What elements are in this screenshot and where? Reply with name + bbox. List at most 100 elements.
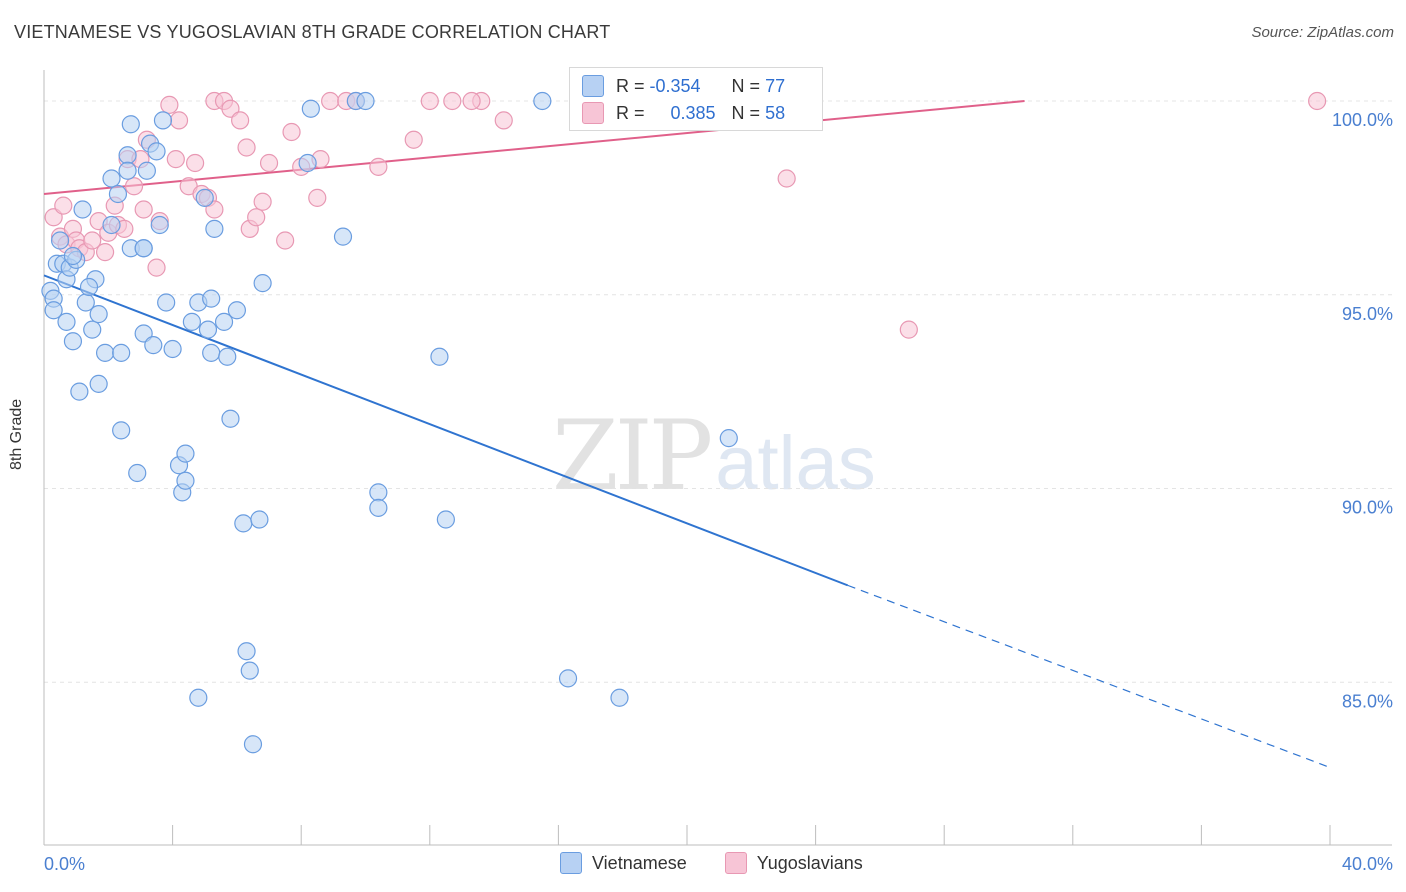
stats-swatch-vietnamese — [582, 75, 604, 97]
point-vietnamese — [128, 463, 147, 483]
watermark: ZIPatlas — [552, 400, 876, 512]
point-vietnamese — [63, 332, 83, 351]
y-tick-label: 85.0% — [1342, 691, 1393, 711]
point-vietnamese — [134, 324, 153, 343]
point-yugoslavians — [420, 91, 439, 111]
point-yugoslavians — [169, 111, 189, 130]
point-vietnamese — [333, 227, 353, 246]
point-vietnamese — [134, 239, 153, 258]
watermark-zip: ZIP — [552, 400, 713, 512]
point-vietnamese — [202, 343, 221, 362]
point-vietnamese — [227, 301, 246, 320]
stats-r-label: R = — [616, 102, 645, 123]
point-vietnamese — [610, 688, 629, 707]
point-yugoslavians — [54, 196, 73, 215]
trend-lines — [43, 100, 1331, 769]
point-vietnamese — [147, 142, 166, 161]
stats-n-value: 77 — [765, 75, 786, 96]
point-vietnamese — [214, 312, 234, 331]
x-tick-label: 0.0% — [44, 854, 85, 874]
point-vietnamese — [221, 409, 240, 428]
point-yugoslavians — [253, 192, 272, 211]
point-yugoslavians — [369, 157, 388, 176]
point-vietnamese — [63, 246, 83, 266]
point-vietnamese — [176, 471, 195, 490]
point-yugoslavians — [899, 320, 918, 339]
point-vietnamese — [102, 215, 121, 235]
stats-n-value: 58 — [765, 102, 786, 123]
point-vietnamese — [73, 200, 92, 219]
legend-swatch-yugoslavians — [724, 852, 747, 874]
point-vietnamese — [44, 301, 63, 320]
point-vietnamese — [189, 688, 208, 707]
point-vietnamese — [250, 510, 269, 529]
legend-swatch-vietnamese — [560, 852, 582, 874]
tick-labels: 85.0% 90.0% 95.0% 100.0% 0.0% 40.0% — [44, 110, 1393, 874]
point-yugoslavians — [134, 200, 153, 219]
point-vietnamese — [195, 188, 214, 207]
y-tick-label: 90.0% — [1342, 498, 1393, 518]
point-yugoslavians — [247, 208, 266, 227]
point-vietnamese — [112, 343, 131, 362]
point-yugoslavians — [205, 200, 224, 219]
point-vietnamese — [121, 115, 140, 134]
point-vietnamese — [301, 99, 320, 118]
point-vietnamese — [719, 429, 738, 448]
point-yugoslavians — [308, 188, 327, 207]
point-vietnamese — [95, 343, 115, 362]
point-yugoslavians — [276, 231, 295, 250]
point-vietnamese — [102, 169, 121, 188]
point-vietnamese — [430, 347, 449, 366]
point-vietnamese — [240, 661, 259, 680]
data-points — [41, 91, 1327, 754]
point-yugoslavians — [777, 169, 796, 188]
stats-n-label: N = — [731, 75, 761, 96]
stats-r-value: -0.354 — [649, 75, 701, 96]
trend-line-vietnamese-extension — [847, 584, 1331, 769]
point-yugoslavians — [44, 208, 63, 227]
point-vietnamese — [57, 312, 76, 331]
point-vietnamese — [202, 289, 221, 308]
point-yugoslavians — [186, 153, 205, 173]
point-vietnamese — [50, 231, 70, 250]
legend-label-vietnamese: Vietnamese — [592, 852, 687, 873]
point-vietnamese — [144, 336, 163, 355]
source-label: Source: ZipAtlas.com — [1251, 24, 1394, 41]
point-yugoslavians — [404, 130, 423, 149]
point-yugoslavians — [124, 177, 144, 196]
point-vietnamese — [79, 277, 99, 297]
point-yugoslavians — [1308, 91, 1327, 111]
point-vietnamese — [558, 669, 578, 688]
chart-title: VIETNAMESE VS YUGOSLAVIAN 8TH GRADE CORR… — [14, 22, 611, 42]
point-vietnamese — [153, 111, 173, 130]
axes — [43, 70, 1392, 846]
point-vietnamese — [89, 374, 108, 393]
point-yugoslavians — [166, 150, 185, 169]
point-vietnamese — [369, 498, 388, 517]
legend-label-yugoslavians: Yugoslavians — [756, 852, 863, 873]
point-vietnamese — [182, 312, 201, 331]
stats-r-value: 0.385 — [670, 102, 716, 123]
point-yugoslavians — [321, 91, 340, 111]
point-yugoslavians — [221, 99, 240, 118]
y-tick-label: 95.0% — [1342, 304, 1393, 324]
point-vietnamese — [112, 421, 131, 440]
stats-row-vietnamese: R = -0.354 N = 77 — [582, 73, 785, 99]
point-vietnamese — [369, 483, 388, 502]
point-yugoslavians — [443, 91, 462, 111]
point-yugoslavians — [160, 95, 179, 114]
point-yugoslavians — [237, 138, 256, 157]
legend-item-vietnamese[interactable]: Vietnamese — [560, 852, 687, 874]
point-vietnamese — [218, 347, 237, 366]
point-yugoslavians — [259, 153, 279, 173]
point-vietnamese — [205, 219, 224, 238]
point-vietnamese — [198, 320, 218, 339]
legend-item-yugoslavians[interactable]: Yugoslavians — [724, 852, 863, 874]
trend-line-vietnamese — [43, 274, 849, 587]
point-vietnamese — [356, 91, 375, 111]
point-vietnamese — [436, 510, 455, 529]
point-yugoslavians — [494, 111, 513, 130]
stats-swatch-yugoslavians — [582, 102, 604, 124]
point-vietnamese — [234, 514, 253, 533]
